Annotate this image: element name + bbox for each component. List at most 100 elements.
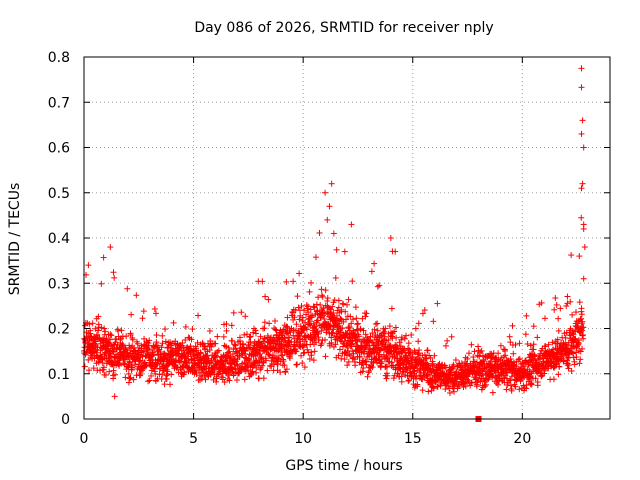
data-point [322,287,329,294]
data-point [405,378,412,385]
data-point [220,333,227,340]
data-point [134,340,141,347]
data-point [506,333,513,340]
y-tick-label: 0.4 [48,231,70,247]
data-point [401,335,408,342]
data-point [140,348,147,355]
data-point [164,368,171,375]
data-point [224,375,231,382]
data-point [530,341,537,348]
data-point [340,301,347,308]
data-point [352,304,359,311]
data-point [430,318,437,325]
data-point [555,315,562,322]
data-point [257,333,264,340]
data-point [290,316,297,323]
data-point [127,331,134,338]
data-point [206,327,213,334]
data-point [353,315,360,322]
data-point [225,344,232,351]
data-point [109,349,116,356]
data-point [571,361,578,368]
data-point [146,377,153,384]
data-point [252,327,259,334]
data-point [248,371,255,378]
data-point [318,286,325,293]
data-point [111,371,118,378]
data-point [93,349,100,356]
data-point [118,327,125,334]
data-point [98,280,105,287]
data-point [110,367,117,374]
data-point [81,363,88,370]
data-point [108,332,115,339]
data-point [550,376,557,383]
data-point [578,305,585,312]
data-point [388,305,395,312]
y-axis-label: SRMTID / TECUs [7,183,23,296]
data-point [153,332,160,339]
data-point [234,362,241,369]
data-point [102,328,109,335]
data-point [272,326,279,333]
data-point [246,334,253,341]
data-point [261,319,268,326]
data-point [581,244,588,251]
data-point [130,376,137,383]
data-point [85,262,92,269]
data-point [408,331,415,338]
data-point [318,340,325,347]
data-point [259,362,266,369]
data-point [242,313,249,320]
data-point [316,229,323,236]
data-point [415,320,422,327]
data-point [579,117,586,124]
data-point [115,327,122,334]
x-tick-labels: 0 5 10 15 20 [80,431,532,447]
data-point [564,293,571,300]
data-point [128,311,135,318]
data-point [261,325,268,332]
data-point [182,323,189,330]
data-point [238,309,245,316]
y-tick-label: 0.7 [48,95,70,111]
data-point [137,357,144,364]
data-point [126,359,133,366]
data-point [332,274,339,281]
data-point [125,379,132,386]
data-point [197,350,204,357]
data-point [387,235,394,241]
data-point [578,185,585,192]
data-point [335,297,342,304]
data-point [345,296,352,303]
data-point [228,322,235,329]
data-point [552,295,559,302]
data-point [357,326,364,333]
data-point [151,305,158,312]
data-point [557,305,564,312]
data-point [245,356,252,363]
data-point [158,344,165,351]
data-point [188,336,195,343]
data-point [137,370,144,377]
data-point [578,311,585,318]
data-point [352,362,359,369]
data-point [516,386,523,393]
data-point [176,359,183,366]
data-point [363,310,370,317]
data-point [223,343,230,350]
data-point [159,332,166,339]
data-point [442,342,449,349]
grid-lines [84,57,610,419]
data-point [237,337,244,344]
data-point [403,332,410,339]
data-point [201,343,208,350]
data-point [333,246,340,253]
data-point [139,315,146,322]
data-point [174,364,181,371]
data-point [580,335,587,342]
data-point [103,335,110,342]
data-point [374,283,381,290]
data-point [159,371,166,378]
data-point [122,374,129,381]
